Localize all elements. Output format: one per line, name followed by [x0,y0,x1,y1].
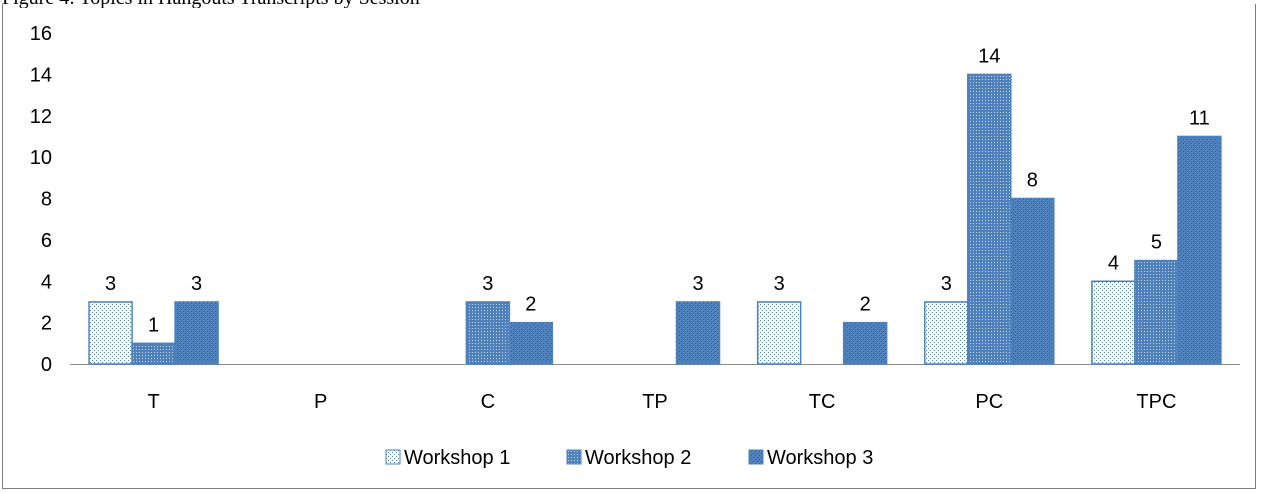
bar [675,301,721,365]
bar [131,342,176,365]
data-label: 1 [148,314,159,336]
x-tick-label: P [314,391,327,413]
legend: Workshop 1 Workshop 2 Workshop 3 [385,447,873,469]
legend-swatch [566,449,582,465]
x-tick-label: PC [975,391,1003,413]
data-label: 3 [482,273,493,295]
y-axis: 0 2 4 6 8 10 12 14 16 [30,23,52,376]
data-label: 3 [941,273,952,295]
y-tick-label: 6 [41,230,52,252]
bar [756,301,802,365]
x-axis: T P C TP TC PC TPC [70,364,1240,413]
legend-label: Workshop 2 [585,447,691,469]
y-tick-label: 14 [30,64,52,86]
bar [967,73,1012,365]
data-label: 3 [191,273,202,295]
bar [842,321,888,365]
bar [1134,259,1179,365]
data-labels-group: 3 1 3 3 2 3 3 2 3 14 8 4 5 11 [105,45,1210,336]
data-label: 14 [978,45,1000,67]
x-tick-label: T [147,391,159,413]
bar [924,301,969,365]
data-label: 11 [1189,107,1210,129]
x-tick-label: TP [642,391,668,413]
bar [508,321,554,365]
bar [88,301,133,365]
data-label: 4 [1108,252,1119,274]
data-label: 2 [525,294,536,316]
y-tick-label: 12 [30,106,52,128]
data-label: 8 [1027,170,1038,192]
x-tick-label: C [481,391,495,413]
y-tick-label: 0 [41,354,52,376]
data-label: 5 [1151,232,1162,254]
bars-group [88,73,1222,365]
data-label: 3 [774,273,785,295]
data-label: 3 [692,273,703,295]
bar [1091,280,1136,365]
bar [174,301,219,365]
y-tick-label: 4 [41,271,52,293]
figure-caption: Figure 4: Topics in Hangouts Transcripts… [2,0,1262,8]
bar [1177,135,1222,365]
y-tick-label: 8 [41,189,52,211]
y-tick-label: 2 [41,313,52,335]
bar [1010,197,1055,365]
legend-swatch [385,449,401,465]
data-label: 2 [860,294,871,316]
legend-label: Workshop 1 [404,447,510,469]
legend-label: Workshop 3 [767,447,873,469]
chart-frame [2,4,1256,489]
bar [465,301,511,365]
legend-swatch [748,449,764,465]
data-label: 3 [105,273,116,295]
x-tick-label: TPC [1136,391,1176,413]
x-tick-label: TC [809,391,836,413]
y-tick-label: 10 [30,147,52,169]
y-tick-label: 16 [30,23,52,45]
